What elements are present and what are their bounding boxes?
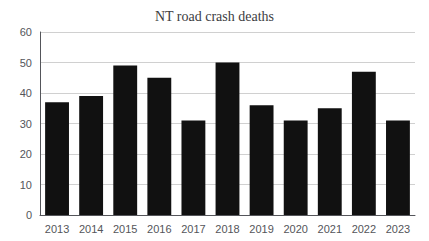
- svg-text:2022: 2022: [352, 223, 376, 235]
- svg-text:0: 0: [26, 209, 32, 221]
- svg-text:30: 30: [20, 118, 32, 130]
- svg-text:10: 10: [20, 179, 32, 191]
- svg-text:2014: 2014: [79, 223, 103, 235]
- svg-text:60: 60: [20, 26, 32, 38]
- svg-text:2023: 2023: [386, 223, 410, 235]
- svg-text:2013: 2013: [45, 223, 69, 235]
- svg-text:2015: 2015: [113, 223, 137, 235]
- svg-text:50: 50: [20, 57, 32, 69]
- svg-text:2016: 2016: [147, 223, 171, 235]
- svg-text:2021: 2021: [318, 223, 342, 235]
- svg-text:2020: 2020: [283, 223, 307, 235]
- svg-text:2017: 2017: [181, 223, 205, 235]
- svg-text:2018: 2018: [215, 223, 239, 235]
- svg-text:40: 40: [20, 87, 32, 99]
- svg-text:20: 20: [20, 148, 32, 160]
- svg-text:2019: 2019: [249, 223, 273, 235]
- svg-text:NT road crash deaths: NT road crash deaths: [155, 9, 274, 24]
